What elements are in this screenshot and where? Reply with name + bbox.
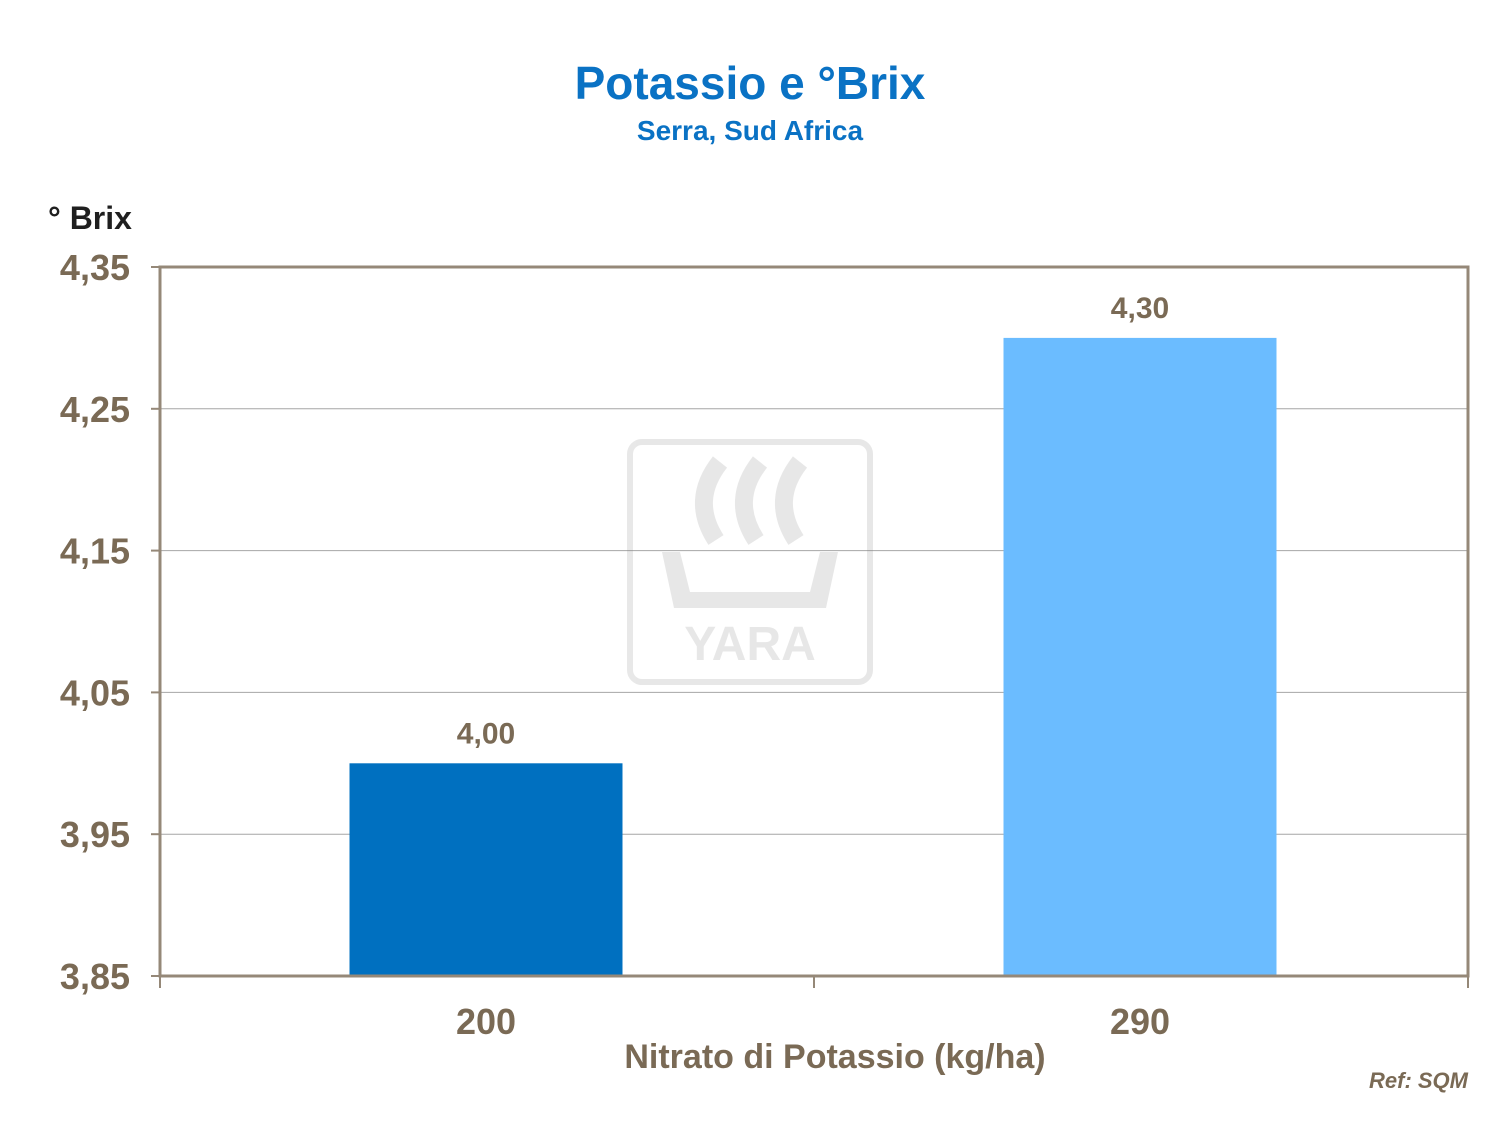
data-label: 4,30 — [1111, 292, 1169, 325]
bar — [349, 763, 623, 976]
bar — [1003, 337, 1277, 976]
y-tick-label: 4,25 — [60, 389, 130, 430]
watermark-text: YARA — [684, 618, 816, 671]
plot-frame — [151, 265, 1470, 988]
y-tick-labels: 3,85 3,95 4,05 4,15 4,25 4,35 — [60, 247, 130, 997]
y-tick-label: 4,05 — [60, 672, 130, 713]
y-tick-label: 4,35 — [60, 247, 130, 288]
x-axis-label: Nitrato di Potassio (kg/ha) — [624, 1038, 1046, 1076]
bars — [349, 337, 1277, 976]
chart-title: Potassio e °Brix — [574, 57, 926, 109]
yara-watermark-logo: YARA — [627, 439, 873, 685]
y-tick-label: 4,15 — [60, 531, 130, 572]
y-tick-label: 3,85 — [60, 956, 130, 997]
reference-note: Ref: SQM — [1369, 1068, 1468, 1093]
x-tick-labels: 200 290 — [456, 1001, 1170, 1042]
chart-subtitle: Serra, Sud Africa — [636, 115, 864, 146]
data-label: 4,00 — [457, 717, 515, 750]
x-tick-label: 290 — [1110, 1001, 1170, 1042]
y-tick-label: 3,95 — [60, 814, 130, 855]
y-axis-label: ° Brix — [48, 200, 132, 236]
data-labels: 4,00 4,30 — [457, 292, 1169, 750]
x-tick-label: 200 — [456, 1001, 516, 1042]
